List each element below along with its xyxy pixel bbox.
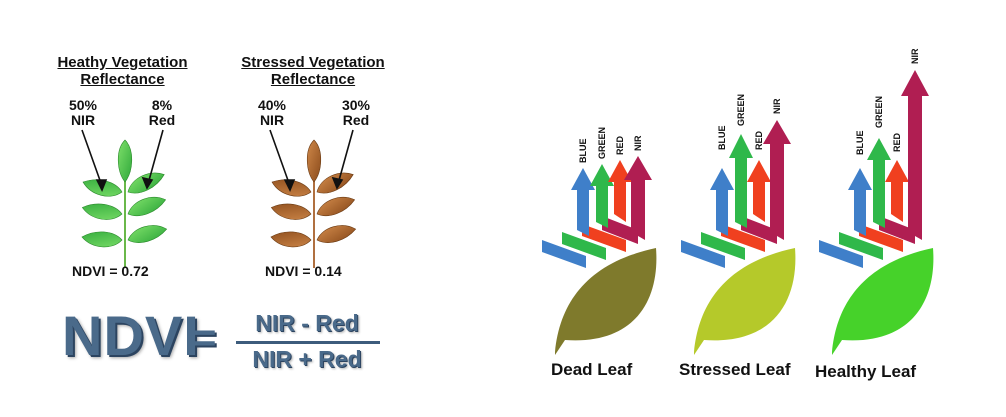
stressed-red-arrow [337, 129, 354, 185]
formula-numerator: NIR - Red [255, 310, 359, 336]
healthy-nir-pct: 50% [68, 97, 98, 113]
stressed-title-line1: Stressed Vegetation [241, 54, 385, 71]
dead-red-arrow [608, 160, 632, 222]
dead-blue-base [542, 240, 586, 268]
dead-blue-arrow [571, 168, 595, 236]
healthy-red-callout: 8% Red [142, 98, 182, 128]
stressed-red-label: RED [754, 130, 764, 150]
healthy-green-base [839, 232, 883, 260]
dead-leaf-group: BLUE GREEN RED NIR [542, 127, 657, 355]
stressed-blue-base [681, 240, 725, 268]
stressed-leaf-label: Stressed Leaf [679, 360, 791, 379]
formula-lhs: NDVI [62, 304, 200, 367]
healthy-blue-base [819, 240, 863, 268]
stressed-red-arrow [747, 160, 771, 222]
healthy-leaf-icon [80, 139, 169, 268]
stressed-red-base [721, 224, 765, 252]
dead-red-label: RED [615, 135, 625, 155]
stressed-leaf-icon-right [694, 248, 796, 355]
formula-denominator: NIR + Red [252, 346, 362, 372]
healthy-nir-callout: 50% NIR [60, 98, 106, 128]
healthy-nir-label: NIR [70, 112, 96, 128]
stressed-green-arrow [729, 134, 753, 228]
healthy-blue-arrow [848, 168, 872, 236]
healthy-nir-base [879, 216, 915, 244]
stressed-red-pct: 30% [341, 97, 371, 113]
stressed-blue-label: BLUE [717, 126, 727, 151]
dead-nir-base [602, 216, 638, 244]
stressed-blue-arrow [710, 168, 734, 236]
stressed-green-base [701, 232, 745, 260]
healthy-ndvi-value: NDVI = 0.72 [72, 263, 149, 279]
stressed-title-line2: Reflectance [270, 71, 356, 88]
stressed-vegetation-title: Stressed Vegetation Reflectance [228, 54, 398, 88]
healthy-leaf-icon-right [832, 248, 934, 355]
stressed-leaf-group: BLUE GREEN RED NIR [681, 94, 796, 355]
stressed-green-label: GREEN [736, 94, 746, 126]
healthy-title-line1: Heathy Vegetation [57, 54, 188, 71]
healthy-green-label: GREEN [874, 96, 884, 128]
stressed-nir-label: NIR [259, 112, 285, 128]
healthy-nir-arrow [901, 70, 929, 240]
healthy-red-label: Red [148, 112, 176, 128]
dead-red-base [582, 224, 626, 252]
fraction-line [236, 341, 380, 344]
healthy-leaf-group: BLUE GREEN RED NIR [819, 48, 934, 355]
healthy-vegetation-title: Heathy Vegetation Reflectance [40, 54, 205, 88]
dead-leaf-label: Dead Leaf [551, 360, 633, 379]
healthy-red-arrow [885, 160, 909, 222]
healthy-blue-label: BLUE [855, 131, 865, 156]
dead-nir-arrow [624, 156, 652, 240]
healthy-title-line2: Reflectance [80, 71, 165, 88]
stressed-nir-arrow [763, 120, 791, 240]
stressed-nir-callout: 40% NIR [249, 98, 295, 128]
dead-green-base [562, 232, 606, 260]
stressed-nir-label: NIR [772, 98, 782, 114]
stressed-red-label: Red [342, 112, 370, 128]
stressed-leaf-icon [269, 139, 358, 268]
healthy-red-arrow [147, 129, 164, 185]
stressed-nir-base [741, 216, 777, 244]
stressed-red-callout: 30% Red [333, 98, 379, 128]
dead-leaf-icon [555, 248, 657, 355]
healthy-red-label: RED [892, 132, 902, 152]
healthy-red-base [859, 224, 903, 252]
dead-nir-label: NIR [633, 135, 643, 151]
healthy-red-pct: 8% [151, 97, 173, 113]
dead-blue-label: BLUE [578, 139, 588, 164]
stressed-nir-pct: 40% [257, 97, 287, 113]
healthy-nir-arrow [81, 129, 103, 187]
stressed-nir-arrow [269, 129, 291, 187]
healthy-green-arrow [867, 138, 891, 228]
dead-green-label: GREEN [597, 127, 607, 159]
healthy-leaf-label: Healthy Leaf [815, 362, 917, 381]
callout-arrows [81, 129, 354, 192]
stressed-ndvi-value: NDVI = 0.14 [265, 263, 342, 279]
formula-equals: = [193, 316, 217, 360]
dead-green-arrow [590, 164, 614, 228]
healthy-nir-label: NIR [910, 48, 920, 64]
